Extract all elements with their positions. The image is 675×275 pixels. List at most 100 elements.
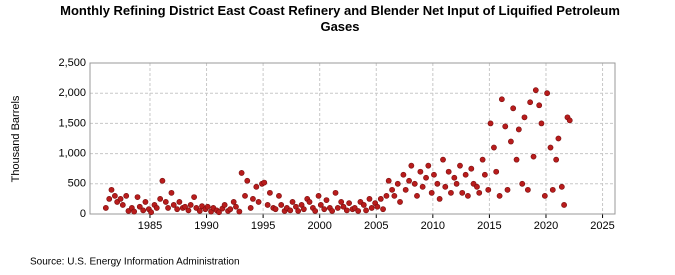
- chart-title: Monthly Refining District East Coast Ref…: [60, 3, 620, 34]
- data-point: [515, 126, 522, 133]
- data-point: [289, 199, 296, 205]
- x-tick-label: 2020: [534, 220, 558, 232]
- data-point: [221, 202, 228, 208]
- data-point: [377, 195, 384, 202]
- data-point: [360, 202, 367, 208]
- data-point: [448, 189, 454, 196]
- data-point: [153, 205, 160, 211]
- x-tick-label: 1995: [251, 220, 275, 232]
- data-point: [216, 209, 222, 216]
- data-point: [453, 180, 460, 187]
- data-point: [397, 199, 403, 205]
- x-tick-label: 2015: [477, 220, 501, 232]
- data-point: [368, 205, 375, 211]
- data-point: [479, 156, 486, 163]
- data-point: [451, 174, 458, 181]
- data-point: [272, 206, 279, 213]
- data-point: [187, 202, 194, 208]
- data-point: [168, 189, 175, 196]
- data-point: [196, 208, 203, 214]
- data-point: [174, 206, 181, 213]
- data-point: [402, 186, 409, 193]
- data-point: [242, 192, 248, 199]
- data-point: [566, 117, 573, 124]
- data-point: [162, 199, 169, 205]
- y-tick-label: 500: [68, 178, 86, 190]
- data-point: [465, 192, 471, 199]
- data-point: [306, 199, 313, 205]
- data-point: [510, 105, 517, 112]
- data-point: [425, 162, 432, 169]
- data-point: [553, 156, 560, 163]
- data-point: [532, 87, 539, 94]
- data-point: [176, 199, 183, 205]
- data-point: [496, 192, 503, 199]
- y-tick-label: 1,000: [58, 148, 86, 160]
- data-point: [547, 144, 554, 151]
- y-axis-label: Thousand Barrels: [10, 95, 22, 182]
- x-tick-label: 2005: [364, 220, 388, 232]
- data-point: [366, 195, 373, 202]
- data-point: [383, 192, 390, 199]
- plot-frame: [89, 62, 616, 215]
- data-point: [436, 195, 443, 202]
- data-point: [108, 186, 115, 193]
- data-point: [549, 186, 556, 193]
- data-point: [519, 180, 526, 187]
- data-point: [504, 186, 511, 193]
- data-point: [406, 177, 412, 184]
- data-point: [487, 120, 494, 127]
- data-point: [134, 194, 141, 200]
- data-point: [346, 200, 353, 207]
- data-point: [321, 206, 328, 213]
- data-point: [513, 156, 520, 163]
- data-point: [287, 207, 294, 214]
- data-point: [394, 180, 401, 187]
- x-tick-label: 2000: [307, 220, 331, 232]
- data-point: [355, 208, 362, 214]
- data-point: [363, 207, 369, 214]
- data-point: [385, 177, 392, 184]
- data-point: [498, 96, 505, 103]
- data-point: [419, 183, 426, 190]
- data-point: [261, 179, 268, 186]
- x-tick-label: 1990: [194, 220, 218, 232]
- y-tick-label: 1,500: [58, 117, 86, 129]
- data-point: [431, 171, 437, 178]
- data-point: [459, 189, 466, 196]
- data-point: [502, 123, 509, 130]
- data-point: [555, 135, 562, 142]
- data-point: [493, 168, 500, 175]
- data-point: [558, 183, 565, 190]
- data-point: [411, 180, 418, 187]
- data-point: [159, 177, 166, 184]
- data-point: [191, 194, 197, 200]
- data-point: [536, 102, 543, 109]
- data-point: [329, 208, 336, 214]
- data-point: [230, 199, 237, 205]
- data-point: [250, 195, 256, 202]
- data-point: [111, 192, 118, 199]
- data-point: [253, 183, 260, 190]
- data-point: [227, 206, 234, 213]
- y-tick-label: 0: [80, 208, 86, 220]
- y-tick-label: 2,500: [58, 57, 86, 69]
- data-point: [267, 189, 273, 196]
- data-point: [561, 202, 567, 208]
- data-point: [142, 199, 149, 205]
- data-point: [102, 205, 109, 211]
- data-point: [236, 208, 243, 215]
- data-point: [481, 171, 488, 178]
- data-point: [238, 170, 245, 176]
- data-point: [434, 180, 441, 187]
- data-point: [136, 203, 143, 210]
- data-point: [442, 183, 449, 190]
- data-point: [530, 153, 537, 160]
- data-point: [255, 199, 262, 205]
- data-point: [374, 203, 381, 210]
- data-point: [408, 162, 415, 169]
- source: Source: U.S. Energy Information Administ…: [30, 257, 240, 268]
- data-point: [428, 189, 435, 196]
- data-point: [233, 203, 239, 210]
